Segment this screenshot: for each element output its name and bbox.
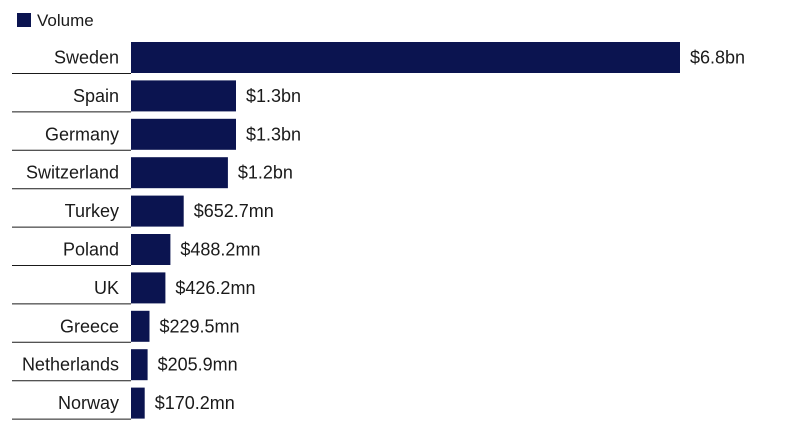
value-label-poland: $488.2mn (180, 240, 260, 260)
category-label-switzerland: Switzerland (26, 163, 119, 183)
category-label-norway: Norway (58, 393, 119, 413)
bar-poland (131, 234, 171, 265)
value-label-sweden: $6.8bn (690, 48, 745, 68)
legend: Volume (17, 11, 94, 30)
bar-switzerland (131, 157, 228, 189)
value-label-greece: $229.5mn (160, 316, 240, 336)
bar-norway (131, 387, 145, 419)
category-label-germany: Germany (45, 124, 119, 144)
value-label-turkey: $652.7mn (194, 201, 274, 221)
value-label-switzerland: $1.2bn (238, 163, 293, 183)
bar-turkey (131, 195, 184, 227)
value-label-netherlands: $205.9mn (158, 355, 238, 375)
bar-netherlands (131, 349, 148, 381)
category-label-netherlands: Netherlands (22, 355, 119, 375)
category-label-sweden: Sweden (54, 48, 119, 68)
bar-germany (131, 118, 236, 150)
value-label-uk: $426.2mn (175, 278, 255, 298)
bar-uk (131, 272, 166, 304)
category-label-uk: UK (94, 278, 119, 298)
category-label-turkey: Turkey (65, 201, 119, 221)
category-label-poland: Poland (63, 240, 119, 260)
bar-spain (131, 80, 236, 112)
bar-rows: Sweden $6.8bn Spain $1.3bn Germany $1.3bn Swit… (12, 42, 745, 420)
bar-sweden (131, 42, 680, 73)
legend-label-volume: Volume (37, 11, 94, 30)
bar-greece (131, 310, 150, 342)
category-label-spain: Spain (73, 86, 119, 106)
value-label-spain: $1.3bn (246, 86, 301, 106)
legend-swatch-volume (17, 13, 31, 27)
value-label-germany: $1.3bn (246, 124, 301, 144)
value-label-norway: $170.2mn (155, 393, 235, 413)
category-label-greece: Greece (60, 316, 119, 336)
